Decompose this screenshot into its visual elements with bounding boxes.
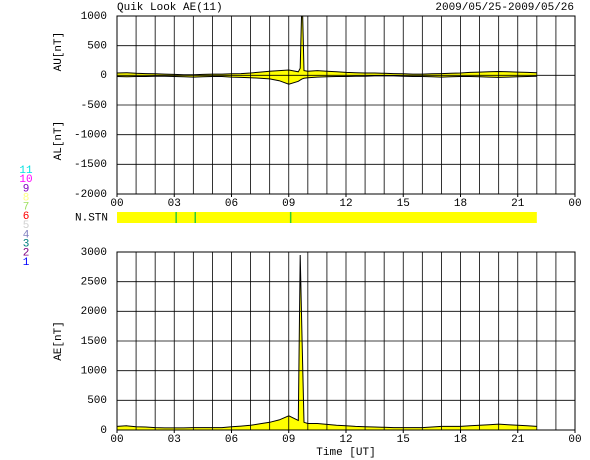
x-tick-label: 00 [568,434,581,446]
y-tick-label: 3000 [81,247,107,259]
x-tick-label: 00 [110,434,123,446]
y-tick-label: 0 [100,70,107,82]
strip-label: N.STN [75,212,108,224]
x-tick-label: 18 [454,434,467,446]
line [117,16,537,76]
chart-title: Quik Look AE(11) [117,2,223,14]
x-tick-label: 15 [397,434,410,446]
y-tick-label: 1500 [81,336,107,348]
x-tick-label: 18 [454,198,467,210]
x-tick-label: 06 [225,434,238,446]
x-tick-label: 21 [511,434,525,446]
line [117,254,537,429]
y-tick-label: -2000 [74,189,107,201]
plot-frame [116,251,576,431]
x-tick-label: 09 [282,434,295,446]
station-scale-label: 5 [23,220,30,232]
y-tick-label: -1500 [74,159,107,171]
station-scale-label: 10 [19,174,32,186]
station-scale-label: 4 [23,229,30,241]
y-axis-label: AL[nT] [53,121,65,161]
y-tick-label: 500 [87,41,107,53]
y-axis-label: AU[nT] [53,32,65,72]
x-tick-label: 00 [568,198,581,210]
y-tick-label: 2000 [81,306,107,318]
y-tick-label: 500 [87,395,107,407]
station-scale-label: 9 [23,183,30,195]
y-tick-label: 2500 [81,277,107,289]
y-axis-label: AE[nT] [53,321,65,361]
station-scale-label: 1 [23,257,30,269]
y-tick-label: -500 [81,100,107,112]
station-scale-label: 6 [23,211,30,223]
x-tick-label: 21 [511,198,525,210]
y-tick-label: 1000 [81,11,107,23]
y-tick-label: 0 [100,425,107,437]
station-scale-label: 2 [23,248,30,260]
y-tick-label: 1000 [81,366,107,378]
x-tick-label: 03 [168,434,181,446]
x-tick-label: 03 [168,198,181,210]
plot-frame [116,15,576,195]
x-tick-label: 12 [339,434,352,446]
station-scale-label: 7 [23,202,30,214]
station-scale-label: 8 [23,193,30,205]
y-tick-label: -1000 [74,130,107,142]
x-tick-label: 12 [339,198,352,210]
x-tick-label: 09 [282,198,295,210]
x-tick-label: 06 [225,198,238,210]
x-axis-label: Time [UT] [316,447,375,459]
station-scale-label: 3 [23,239,30,251]
x-tick-label: 15 [397,198,410,210]
strip-bar [117,212,537,223]
station-scale-label: 11 [19,165,33,177]
line [117,75,537,85]
chart-subtitle: 2009/05/25-2009/05/26 [435,2,574,14]
area [117,75,537,85]
x-tick-label: 00 [110,198,123,210]
